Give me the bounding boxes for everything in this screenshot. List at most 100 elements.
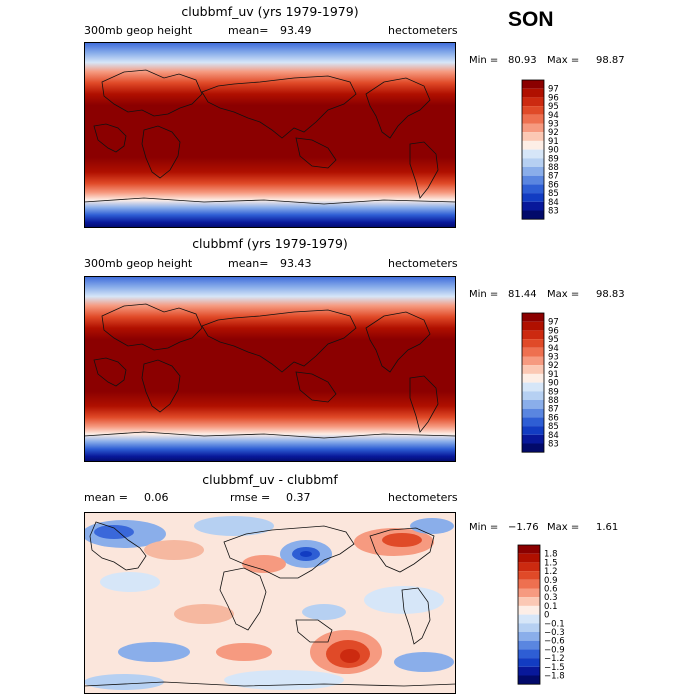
colorbar-tick-label: 91 [548, 137, 559, 147]
panel3-title: clubbmf_uv - clubbmf [202, 472, 338, 487]
colorbar-swatch [518, 597, 540, 606]
panel1-units: hectometers [388, 24, 458, 37]
panel1-field [84, 42, 456, 228]
colorbar-swatch [518, 579, 540, 589]
colorbar-tick-label: −0.1 [544, 619, 565, 629]
colorbar-swatch [518, 571, 540, 580]
panel3-colorbar: 1.81.51.20.90.60.30.10−0.1−0.3−0.6−0.9−1… [517, 544, 565, 685]
panel3-units: hectometers [388, 491, 458, 504]
colorbar-swatch [522, 382, 544, 392]
colorbar-swatch [522, 356, 544, 366]
colorbar-tick-label: 83 [548, 207, 559, 217]
panel2-field [84, 276, 456, 462]
colorbar-tick-label: 93 [548, 120, 559, 130]
panel2-min-label: Min = [469, 289, 499, 300]
colorbar-tick-label: 88 [548, 396, 559, 406]
colorbar-tick-label: 96 [548, 93, 559, 103]
colorbar-swatch [522, 80, 544, 89]
colorbar-tick-label: 91 [548, 370, 559, 380]
panel2-mean-value: 93.43 [280, 257, 312, 270]
panel1-variable-label: 300mb geop height [84, 24, 193, 37]
colorbar-swatch [522, 193, 544, 202]
colorbar-swatch [518, 562, 540, 572]
colorbar-swatch [522, 347, 544, 357]
colorbar-swatch [522, 123, 544, 133]
panel2-variable-label: 300mb geop height [84, 257, 193, 270]
colorbar-tick-label: −1.8 [544, 672, 565, 682]
colorbar-tick-label: 0.9 [544, 576, 558, 586]
colorbar-swatch [518, 545, 540, 554]
panel1-min-label: Min = [469, 55, 499, 66]
colorbar-swatch [522, 417, 544, 427]
panel3-mean-value: 0.06 [144, 491, 169, 504]
panel2-min-value: 81.44 [508, 289, 537, 300]
colorbar-swatch [518, 675, 540, 685]
colorbar-swatch [522, 391, 544, 400]
panel2-units: hectometers [388, 257, 458, 270]
panel1-mean-label: mean= [228, 24, 269, 37]
colorbar-swatch [518, 632, 540, 641]
colorbar-swatch [518, 658, 540, 667]
panel1-max-value: 98.87 [596, 55, 625, 66]
panel3-min-label: Min = [469, 522, 499, 533]
panel1-mean-value: 93.49 [280, 24, 312, 37]
panel1-max-label: Max = [547, 55, 580, 66]
colorbar-tick-label: 90 [548, 146, 559, 156]
colorbar-tick-label: 1.5 [544, 558, 558, 568]
colorbar-tick-label: 97 [548, 318, 559, 328]
colorbar-swatch [518, 623, 540, 632]
colorbar-swatch [522, 149, 544, 159]
colorbar-frame [521, 79, 545, 220]
colorbar-tick-label: 0 [544, 611, 549, 621]
colorbar-tick-label: 88 [548, 163, 559, 173]
panel2-frame [84, 276, 456, 462]
colorbar-tick-label: 86 [548, 180, 559, 190]
colorbar-tick-label: 95 [548, 102, 559, 112]
colorbar-tick-label: 89 [548, 387, 559, 397]
colorbar-tick-label: 1.8 [544, 550, 558, 560]
colorbar-swatch [522, 373, 544, 383]
colorbar-tick-label: 84 [548, 431, 559, 441]
colorbar-swatch [522, 434, 544, 444]
panel2-coastlines [84, 303, 456, 439]
panel3-coastlines [84, 521, 456, 687]
colorbar-swatch [522, 443, 544, 453]
colorbar-tick-label: 94 [548, 111, 559, 121]
colorbar-tick-label: 0.3 [544, 593, 558, 603]
panel3-frame [84, 512, 456, 694]
colorbar-tick-label: 85 [548, 189, 559, 199]
colorbar-swatch [518, 553, 540, 563]
season-label: SON [508, 8, 554, 31]
panel3-rmse-value: 0.37 [286, 491, 311, 504]
colorbar-tick-label: 87 [548, 172, 559, 182]
panel3-max-label: Max = [547, 522, 580, 533]
panel3-max-value: 1.61 [596, 522, 619, 533]
colorbar-swatch [518, 605, 540, 615]
panel3-rmse-label: rmse = [230, 491, 271, 504]
colorbar-swatch [522, 408, 544, 418]
colorbar-swatch [522, 184, 544, 194]
colorbar-swatch [522, 167, 544, 176]
colorbar-swatch [522, 175, 544, 185]
colorbar-tick-label: 92 [548, 361, 559, 371]
colorbar-swatch [522, 201, 544, 211]
colorbar-tick-label: −1.5 [544, 663, 565, 673]
panel1-frame [84, 42, 456, 228]
colorbar-swatch [518, 640, 540, 650]
colorbar-swatch [522, 88, 544, 98]
panel1-min-value: 80.93 [508, 55, 537, 66]
colorbar-tick-label: 93 [548, 353, 559, 363]
colorbar-tick-label: 90 [548, 379, 559, 389]
colorbar-swatch [522, 365, 544, 374]
colorbar-frame [517, 544, 541, 685]
colorbar-swatch [522, 132, 544, 141]
colorbar-tick-label: 85 [548, 422, 559, 432]
panel3-map [84, 512, 456, 694]
colorbar-swatch [518, 614, 540, 624]
colorbar-tick-label: 94 [548, 344, 559, 354]
colorbar-tick-label: −1.2 [544, 654, 565, 664]
panel2-max-value: 98.83 [596, 289, 625, 300]
colorbar-tick-label: 0.6 [544, 585, 558, 595]
